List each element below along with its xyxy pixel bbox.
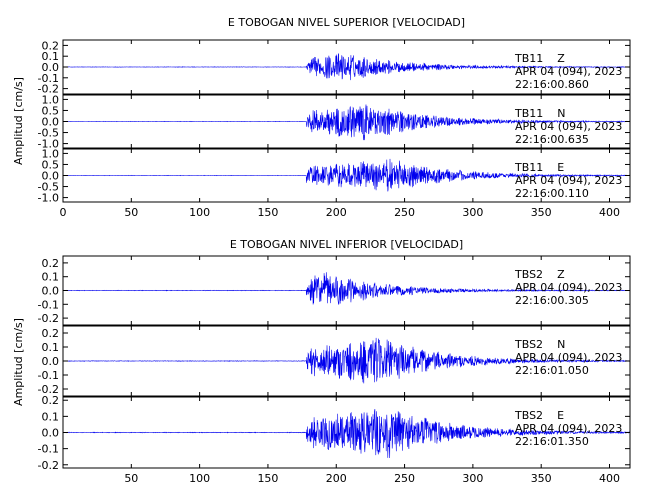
- x-tick-label: 0: [60, 206, 67, 219]
- y-tick-label: -0.2: [38, 312, 59, 325]
- x-tick-label: 400: [599, 472, 620, 485]
- x-tick-label: 50: [124, 206, 138, 219]
- time-label: 22:16:01.050: [515, 364, 589, 377]
- x-tick-label: 350: [531, 206, 552, 219]
- y-tick-label: 0.2: [42, 327, 60, 340]
- x-tick-label: 250: [394, 472, 415, 485]
- y-tick-label: 0.0: [42, 285, 60, 298]
- station-label: TBS2 Z: [514, 268, 565, 281]
- x-tick-label: 350: [531, 472, 552, 485]
- x-tick-label: 300: [462, 206, 483, 219]
- component-name: N: [557, 107, 565, 120]
- station-name: TB11: [514, 107, 543, 120]
- y-tick-label: -0.2: [38, 383, 59, 396]
- trace-line: [62, 337, 631, 384]
- date-label: APR 04 (094), 2023: [515, 281, 622, 294]
- y-tick-label: 0.0: [42, 61, 60, 74]
- trace-line: [62, 104, 631, 141]
- x-tick-label: 250: [394, 206, 415, 219]
- station-label: TB11 E: [514, 161, 564, 174]
- y-tick-label: 0.2: [42, 257, 60, 270]
- component-name: Z: [557, 268, 565, 281]
- y-tick-label: 1.0: [42, 147, 60, 160]
- trace-line: [63, 53, 631, 81]
- station-name: TB11: [514, 161, 543, 174]
- y-tick-label: -0.2: [38, 459, 59, 472]
- station-label: TBS2 N: [514, 338, 565, 351]
- y-tick-label: 0.0: [42, 427, 60, 440]
- x-tick-label: 100: [189, 472, 210, 485]
- date-label: APR 04 (094), 2023: [515, 422, 622, 435]
- trace-line: [63, 158, 631, 192]
- date-label: APR 04 (094), 2023: [515, 174, 622, 187]
- y-axis-label: Amplitud [cm/s]: [12, 318, 25, 406]
- y-tick-label: -0.1: [38, 443, 59, 456]
- x-tick-label: 150: [257, 472, 278, 485]
- y-tick-label: 0.5: [42, 104, 60, 117]
- trace-line: [62, 409, 631, 459]
- date-label: APR 04 (094), 2023: [515, 65, 622, 78]
- time-label: 22:16:00.110: [515, 187, 589, 200]
- x-tick-label: 300: [462, 472, 483, 485]
- y-axis-label: Amplitud [cm/s]: [12, 77, 25, 165]
- station-name: TB11: [514, 52, 543, 65]
- x-tick-label: 150: [257, 206, 278, 219]
- station-label: TB11 Z: [514, 52, 565, 65]
- component-name: Z: [557, 52, 565, 65]
- y-tick-label: -0.5: [38, 127, 59, 140]
- component-name: N: [557, 338, 565, 351]
- time-label: 22:16:00.305: [515, 294, 589, 307]
- y-tick-label: -0.1: [38, 298, 59, 311]
- y-tick-label: 0.0: [42, 116, 60, 129]
- x-tick-label: 50: [124, 472, 138, 485]
- component-name: E: [557, 409, 564, 422]
- y-tick-label: -0.2: [38, 83, 59, 96]
- time-label: 22:16:01.350: [515, 435, 589, 448]
- y-tick-label: 0.0: [42, 355, 60, 368]
- y-tick-label: 0.1: [42, 50, 60, 63]
- y-tick-label: -1.0: [38, 138, 59, 151]
- x-tick-label: 200: [326, 472, 347, 485]
- x-tick-label: 100: [189, 206, 210, 219]
- date-label: APR 04 (094), 2023: [515, 351, 622, 364]
- y-tick-label: 0.5: [42, 158, 60, 171]
- station-name: TBS2: [514, 409, 543, 422]
- chart-title: E TOBOGAN NIVEL INFERIOR [VELOCIDAD]: [230, 238, 463, 251]
- x-tick-label: 200: [326, 206, 347, 219]
- x-tick-label: 400: [599, 206, 620, 219]
- trace-line: [63, 272, 631, 305]
- time-label: 22:16:00.635: [515, 133, 589, 146]
- y-tick-label: 0.1: [42, 410, 60, 423]
- y-tick-label: -1.0: [38, 192, 59, 205]
- date-label: APR 04 (094), 2023: [515, 120, 622, 133]
- chart-title: E TOBOGAN NIVEL SUPERIOR [VELOCIDAD]: [228, 16, 465, 29]
- y-tick-label: 1.0: [42, 93, 60, 106]
- y-tick-label: 0.1: [42, 341, 60, 354]
- y-tick-label: 0.1: [42, 271, 60, 284]
- y-tick-label: -0.5: [38, 181, 59, 194]
- y-tick-label: 0.2: [42, 394, 60, 407]
- time-label: 22:16:00.860: [515, 78, 589, 91]
- station-label: TB11 N: [514, 107, 566, 120]
- y-tick-label: -0.1: [38, 72, 59, 85]
- y-tick-label: 0.0: [42, 170, 60, 183]
- y-tick-label: 0.2: [42, 39, 60, 52]
- station-label: TBS2 E: [514, 409, 564, 422]
- station-name: TBS2: [514, 268, 543, 281]
- component-name: E: [557, 161, 564, 174]
- station-name: TBS2: [514, 338, 543, 351]
- y-tick-label: -0.1: [38, 369, 59, 382]
